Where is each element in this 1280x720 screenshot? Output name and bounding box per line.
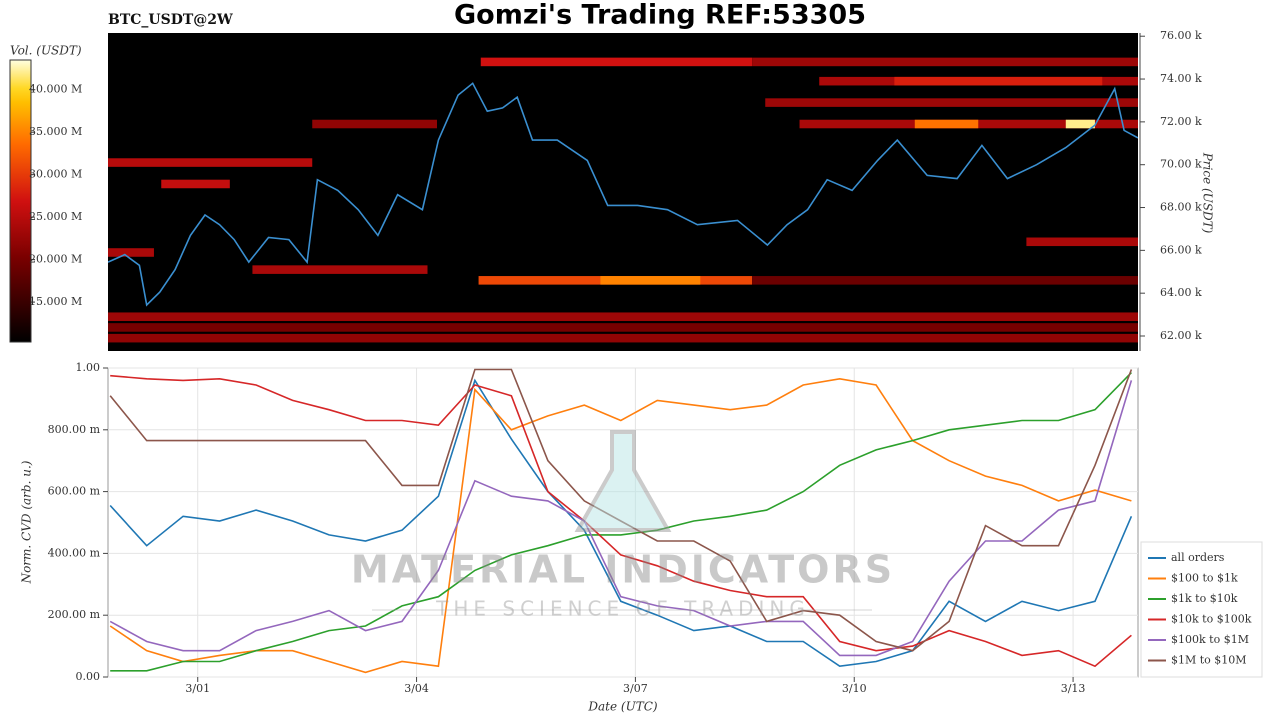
heatmap-cell — [1065, 119, 1095, 129]
y-tick-label: 76.00 k — [1160, 29, 1202, 42]
heatmap-cell — [765, 98, 1138, 107]
heatmap-cell — [752, 57, 1138, 67]
y-tick-label: 400.00 m — [48, 546, 101, 559]
legend-label: $100k to $1M — [1171, 633, 1249, 646]
x-tick-label: 3/04 — [404, 682, 429, 695]
colorbar-tick-label: 35.000 M — [29, 125, 82, 138]
x-axis-label: Date (UTC) — [587, 700, 657, 714]
y-tick-label: 64.00 k — [1160, 286, 1202, 299]
y-tick-label: 0.00 — [76, 670, 101, 683]
y-tick-label: 68.00 k — [1160, 201, 1202, 214]
chart-title: Gomzi's Trading REF:53305 — [454, 0, 866, 31]
heatmap-cell — [108, 333, 1138, 343]
heatmap-cell — [894, 76, 1103, 86]
chart-subtitle: BTC_USDT@2W — [108, 12, 233, 28]
colorbar-tick-label: 20.000 M — [29, 253, 82, 266]
price-axis-label: Price (USDT) — [1201, 152, 1215, 234]
legend-label: $1k to $10k — [1171, 592, 1238, 605]
heatmap-area — [108, 57, 1138, 343]
colorbar-scale — [9, 59, 32, 343]
heatmap-cell — [252, 265, 428, 274]
series-line — [110, 372, 1132, 672]
heatmap-background — [108, 33, 1138, 351]
colorbar-tick-label: 15.000 M — [29, 295, 82, 308]
x-tick-label: 3/13 — [1061, 682, 1086, 695]
y-axis-label: Norm. CVD (arb. u.) — [20, 460, 34, 584]
colorbar: 15.000 M 20.000 M 25.000 M 30.000 M 35.000 M… — [9, 59, 82, 343]
price-line — [108, 82, 1138, 307]
heatmap-cell — [108, 323, 1138, 332]
series-line — [109, 380, 1133, 657]
price-axis: 62.00 k 64.00 k 66.00 k 68.00 k 70.00 k 72.00… — [1139, 29, 1202, 351]
y-tick-label: 200.00 m — [48, 608, 101, 621]
heatmap-cell — [108, 158, 313, 167]
colorbar-label: Vol. (USDT) — [10, 44, 82, 58]
legend-label: $1M to $10M — [1171, 654, 1247, 667]
x-tick-label: 3/01 — [185, 682, 210, 695]
legend-label: $10k to $100k — [1171, 613, 1252, 626]
heatmap-cell — [914, 119, 979, 129]
y-tick-label: 72.00 k — [1160, 115, 1202, 128]
watermark-icon — [574, 430, 672, 532]
heatmap-cell — [161, 179, 230, 189]
series-line — [109, 377, 1132, 674]
watermark-subtitle: THE SCIENCE OF TRADING — [435, 597, 810, 621]
series-line — [110, 374, 1132, 668]
colorbar-tick-label: 30.000 M — [29, 168, 82, 181]
watermark-title: MATERIAL INDICATORS — [351, 548, 895, 592]
y-tick-label: 800.00 m — [48, 423, 101, 436]
legend-label: all orders — [1171, 551, 1225, 564]
legend: all orders $100 to $1k $1k to $10k $10k to … — [1140, 541, 1263, 678]
heatmap-cell — [600, 276, 701, 285]
colorbar-tick-label: 40.000 M — [29, 83, 82, 96]
heatmap-cell — [108, 248, 154, 257]
heatmap-cell — [480, 57, 753, 67]
heatmap-cell — [1026, 237, 1138, 247]
heatmap-cell — [108, 312, 1138, 322]
legend-label: $100 to $1k — [1171, 572, 1238, 585]
x-tick-label: 3/07 — [623, 682, 648, 695]
legend-box — [1140, 541, 1263, 678]
series-line — [109, 378, 1133, 668]
y-tick-label: 74.00 k — [1160, 72, 1202, 85]
y-tick-label: 66.00 k — [1160, 243, 1202, 256]
heatmap-cell — [752, 276, 1138, 285]
colorbar-tick-label: 25.000 M — [29, 210, 82, 223]
y-tick-label: 1.00 — [76, 361, 101, 374]
watermark: MATERIAL INDICATORS THE SCIENCE OF TRADI… — [351, 430, 895, 621]
y-tick-label: 62.00 k — [1160, 329, 1202, 342]
heatmap-cell — [312, 119, 437, 129]
x-tick-label: 3/10 — [842, 682, 867, 695]
y-tick-label: 70.00 k — [1160, 158, 1202, 171]
y-tick-label: 600.00 m — [48, 485, 101, 498]
